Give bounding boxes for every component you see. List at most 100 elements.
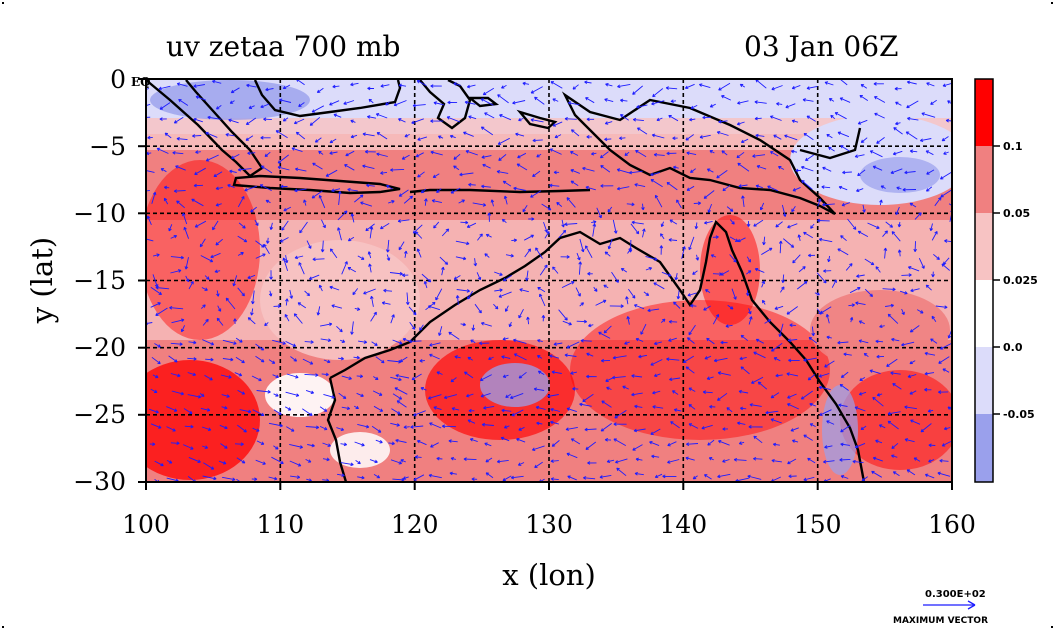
y-tick-label: −20	[73, 333, 126, 362]
wind-vector	[670, 99, 677, 104]
wind-vector	[537, 355, 543, 359]
wind-vector	[780, 286, 785, 293]
wind-vector	[448, 331, 460, 340]
wind-vector	[650, 171, 661, 177]
wind-vector	[586, 135, 592, 139]
wind-vector	[579, 402, 592, 407]
wind-vector	[450, 187, 461, 194]
wind-vector	[773, 357, 781, 362]
wind-vector	[858, 339, 869, 344]
wind-vector	[935, 305, 948, 309]
wind-vector	[683, 355, 695, 363]
wind-vector	[215, 186, 223, 191]
wind-vector	[784, 134, 798, 141]
wind-vector	[488, 356, 494, 361]
wind-vector	[858, 391, 867, 396]
wind-vector	[245, 135, 254, 141]
wind-vector	[904, 405, 917, 410]
wind-vector	[432, 173, 440, 178]
wind-vector	[860, 84, 868, 89]
wind-vector	[357, 475, 365, 480]
wind-vector	[427, 394, 442, 400]
wind-vector	[429, 342, 441, 347]
wind-vector	[792, 186, 801, 192]
wind-vector	[632, 85, 643, 95]
wind-vector	[238, 222, 246, 229]
wind-vector	[420, 387, 427, 391]
wind-vector	[150, 423, 162, 429]
wind-vector	[176, 136, 188, 141]
wind-vector	[921, 112, 936, 118]
wind-vector	[200, 255, 214, 263]
wind-vector	[619, 114, 629, 121]
wind-vector	[746, 220, 751, 227]
y-tick-label: −15	[73, 266, 126, 295]
wind-vector	[568, 101, 580, 106]
wind-vector	[564, 353, 577, 358]
wind-vector	[433, 221, 440, 229]
wind-vector	[861, 476, 868, 482]
wind-vector	[660, 233, 665, 240]
wind-vector	[848, 303, 855, 307]
wind-vector	[319, 406, 328, 412]
wind-vector	[787, 458, 797, 465]
wind-vector	[840, 442, 850, 447]
wind-vector	[624, 151, 630, 157]
wind-vector	[263, 117, 272, 122]
wind-vector	[643, 291, 650, 296]
wind-vector	[269, 222, 274, 230]
wind-vector	[217, 305, 222, 312]
coast-west-australia	[326, 377, 348, 482]
wind-vector	[357, 423, 370, 429]
wind-vector	[499, 114, 512, 121]
wind-vector	[558, 309, 568, 321]
wind-vector	[637, 127, 648, 135]
wind-vector	[570, 180, 579, 186]
wind-vector	[826, 133, 833, 139]
wind-vector	[550, 459, 559, 463]
plot-area	[146, 79, 952, 482]
wind-vector	[509, 392, 524, 400]
wind-vector	[163, 197, 169, 205]
wind-vector	[645, 255, 658, 261]
wind-vector	[892, 383, 902, 390]
wind-vector	[909, 202, 917, 208]
wind-vector	[940, 189, 952, 198]
wind-vector	[255, 253, 266, 259]
wind-vector	[463, 457, 477, 461]
wind-vector	[882, 287, 896, 292]
coast-sulawesi	[419, 79, 472, 130]
wind-vector	[480, 392, 491, 398]
wind-vector	[894, 86, 902, 91]
wind-vector	[882, 230, 888, 237]
wind-vector	[887, 420, 899, 430]
wind-vector	[368, 263, 372, 273]
wind-vector	[297, 302, 307, 309]
wind-vector	[173, 116, 184, 124]
wind-vector	[931, 315, 937, 322]
wind-vector	[619, 136, 626, 141]
wind-vector	[360, 201, 373, 207]
wind-vector	[282, 84, 291, 90]
wind-vector	[311, 105, 325, 113]
wind-vector	[783, 238, 795, 248]
wind-vector	[631, 392, 643, 397]
wind-vector	[858, 320, 865, 325]
wind-vector	[175, 165, 186, 171]
wind-vector	[879, 199, 883, 206]
wind-vector	[411, 118, 424, 125]
wind-vector	[205, 357, 214, 362]
wind-vector	[436, 456, 443, 461]
wind-vector	[295, 131, 306, 140]
wind-vector	[939, 458, 949, 463]
wind-vector	[413, 410, 426, 417]
wind-vector	[688, 387, 696, 392]
wind-vector	[827, 255, 831, 263]
wind-vector	[430, 150, 443, 156]
wind-vector	[699, 134, 711, 139]
wind-vector	[839, 97, 851, 103]
wind-vector	[635, 457, 643, 462]
wind-vector	[709, 404, 716, 409]
wind-vector	[587, 461, 597, 465]
wind-vector	[260, 165, 273, 174]
